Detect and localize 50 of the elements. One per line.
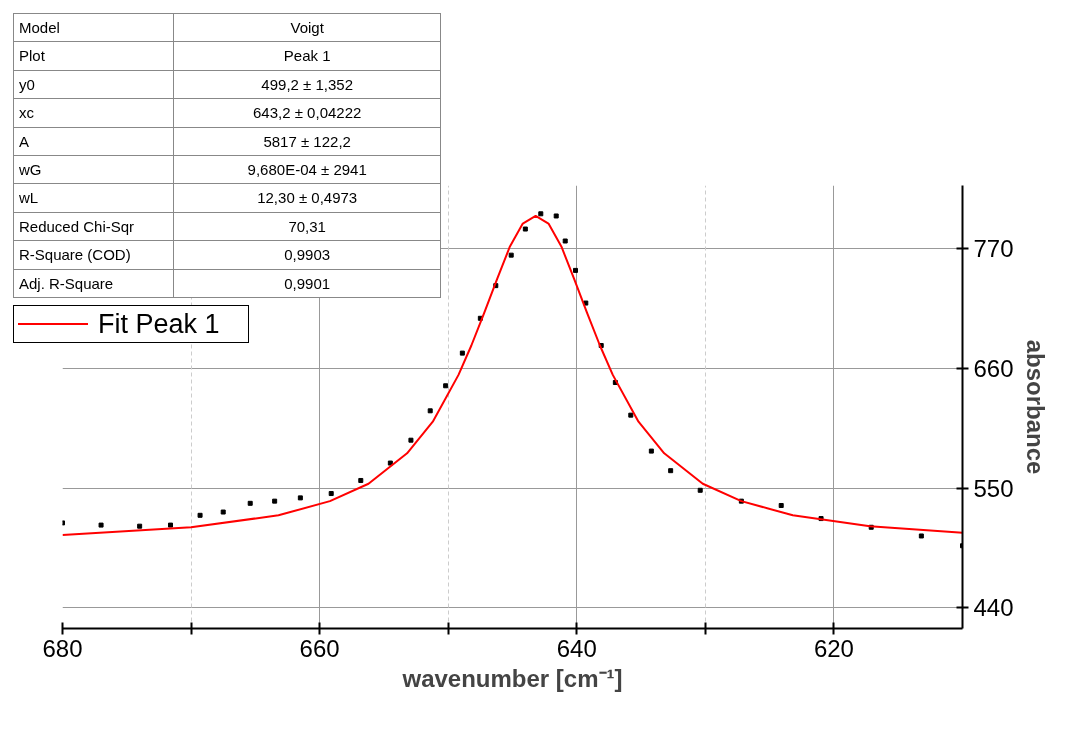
point	[427, 408, 433, 414]
point	[778, 503, 784, 508]
point	[168, 522, 173, 528]
point	[220, 509, 226, 515]
y-axis-title: absorbance	[1021, 339, 1049, 475]
legend: Fit Peak 1	[14, 306, 242, 342]
point	[197, 512, 203, 518]
point	[553, 213, 559, 219]
legend-label: Fit Peak 1	[98, 307, 220, 341]
point	[408, 437, 414, 443]
point	[137, 523, 143, 529]
point	[697, 487, 703, 493]
annotation: 0,9903	[173, 240, 441, 269]
point	[573, 267, 578, 273]
x-tick-label: 620	[813, 634, 854, 662]
annotation: Voigt	[173, 13, 441, 42]
point	[918, 533, 924, 539]
annotation: 0,9901	[173, 269, 441, 298]
x-tick-label: 680	[42, 634, 83, 662]
annotation: Model	[13, 13, 174, 42]
point	[562, 238, 568, 244]
annotation: 5817 ± 122,2	[173, 127, 441, 156]
y-tick-label: 550	[973, 474, 1014, 502]
annotation: 499,2 ± 1,352	[173, 70, 441, 99]
point	[628, 412, 634, 418]
x-tick-label: 660	[299, 634, 340, 662]
point	[459, 350, 465, 356]
point	[522, 226, 528, 232]
point	[668, 468, 674, 474]
point	[297, 495, 303, 501]
annotation: 643,2 ± 0,04222	[173, 98, 441, 128]
y-tick-label: 660	[973, 354, 1014, 382]
point	[443, 383, 449, 389]
point	[538, 211, 544, 217]
x-tick-label: 640	[556, 634, 597, 662]
annotation: 9,680E-04 ± 2941	[173, 155, 441, 184]
y-tick-label: 770	[973, 235, 1014, 263]
point	[98, 522, 104, 528]
point	[387, 460, 393, 466]
point	[328, 491, 334, 497]
point	[648, 448, 654, 454]
annotation: Peak 1	[173, 41, 441, 71]
annotation: 12,30 ± 0,4973	[173, 183, 441, 213]
point	[272, 498, 278, 504]
annotation: 70,31	[173, 212, 441, 241]
x-axis-title: wavenumber [cm⁻¹]	[401, 664, 623, 692]
point	[358, 477, 364, 483]
point	[508, 252, 514, 258]
y-tick-label: 440	[973, 594, 1014, 622]
point	[247, 500, 253, 506]
